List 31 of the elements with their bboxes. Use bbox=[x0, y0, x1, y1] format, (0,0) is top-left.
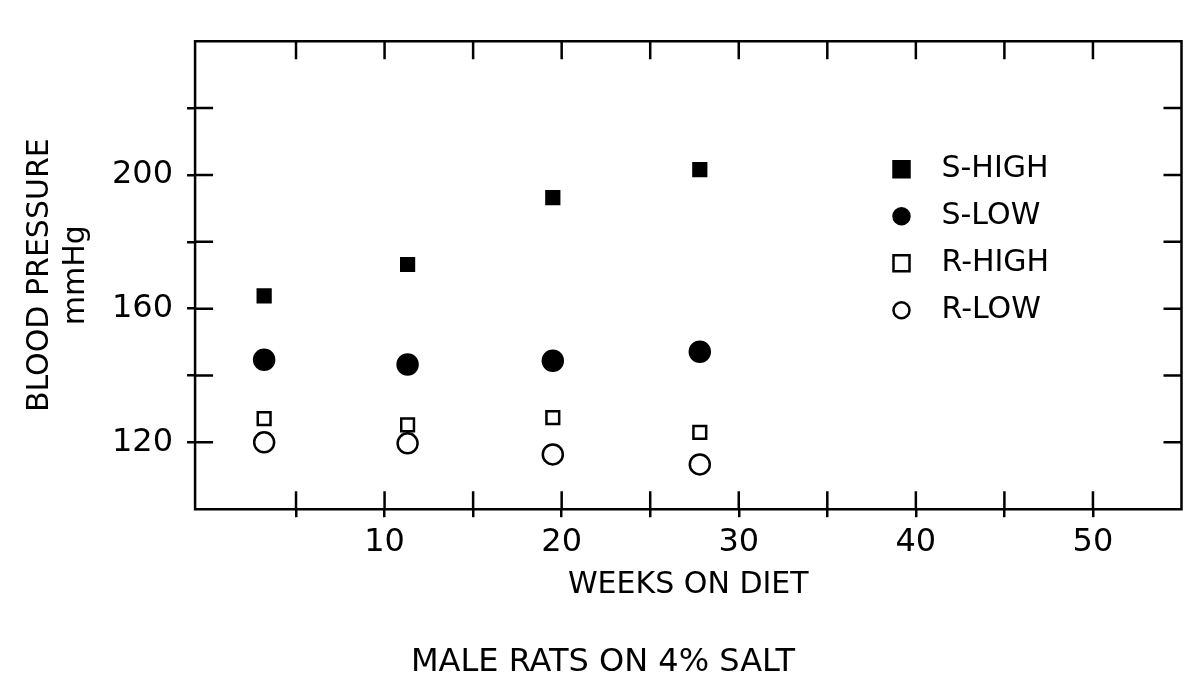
legend-label: R-HIGH bbox=[941, 243, 1050, 278]
point bbox=[252, 348, 276, 372]
point bbox=[541, 349, 565, 373]
y-tick-label: 120 bbox=[112, 420, 174, 459]
y-axis-title: BLOOD PRESSURE mmHg bbox=[19, 138, 91, 413]
point bbox=[545, 409, 561, 426]
y-tick-label: 200 bbox=[112, 153, 174, 192]
x-tick-label: 20 bbox=[541, 520, 583, 559]
point bbox=[396, 432, 419, 455]
text: MALE RATS ON 4% SALT bbox=[410, 641, 796, 680]
point bbox=[692, 424, 708, 440]
legend-label: R-LOW bbox=[941, 290, 1041, 325]
y-tick-label: 160 bbox=[112, 286, 174, 325]
x-tick-label: 30 bbox=[718, 520, 760, 559]
point bbox=[399, 256, 416, 273]
x-tick-label: 50 bbox=[1072, 520, 1114, 559]
x-tick-label: 10 bbox=[364, 520, 405, 559]
point bbox=[256, 411, 272, 427]
x-tick-label: 40 bbox=[895, 520, 937, 559]
point bbox=[399, 417, 416, 433]
point bbox=[688, 453, 712, 476]
x-axis-title: WEEKS ON DIET bbox=[567, 565, 810, 601]
point bbox=[256, 288, 272, 304]
point bbox=[252, 431, 276, 454]
point bbox=[541, 443, 565, 466]
legend-label: S-LOW bbox=[941, 196, 1041, 231]
point bbox=[688, 340, 712, 363]
legend-label: S-HIGH bbox=[941, 149, 1049, 184]
point bbox=[692, 161, 708, 178]
point bbox=[396, 353, 419, 376]
point bbox=[545, 190, 561, 206]
